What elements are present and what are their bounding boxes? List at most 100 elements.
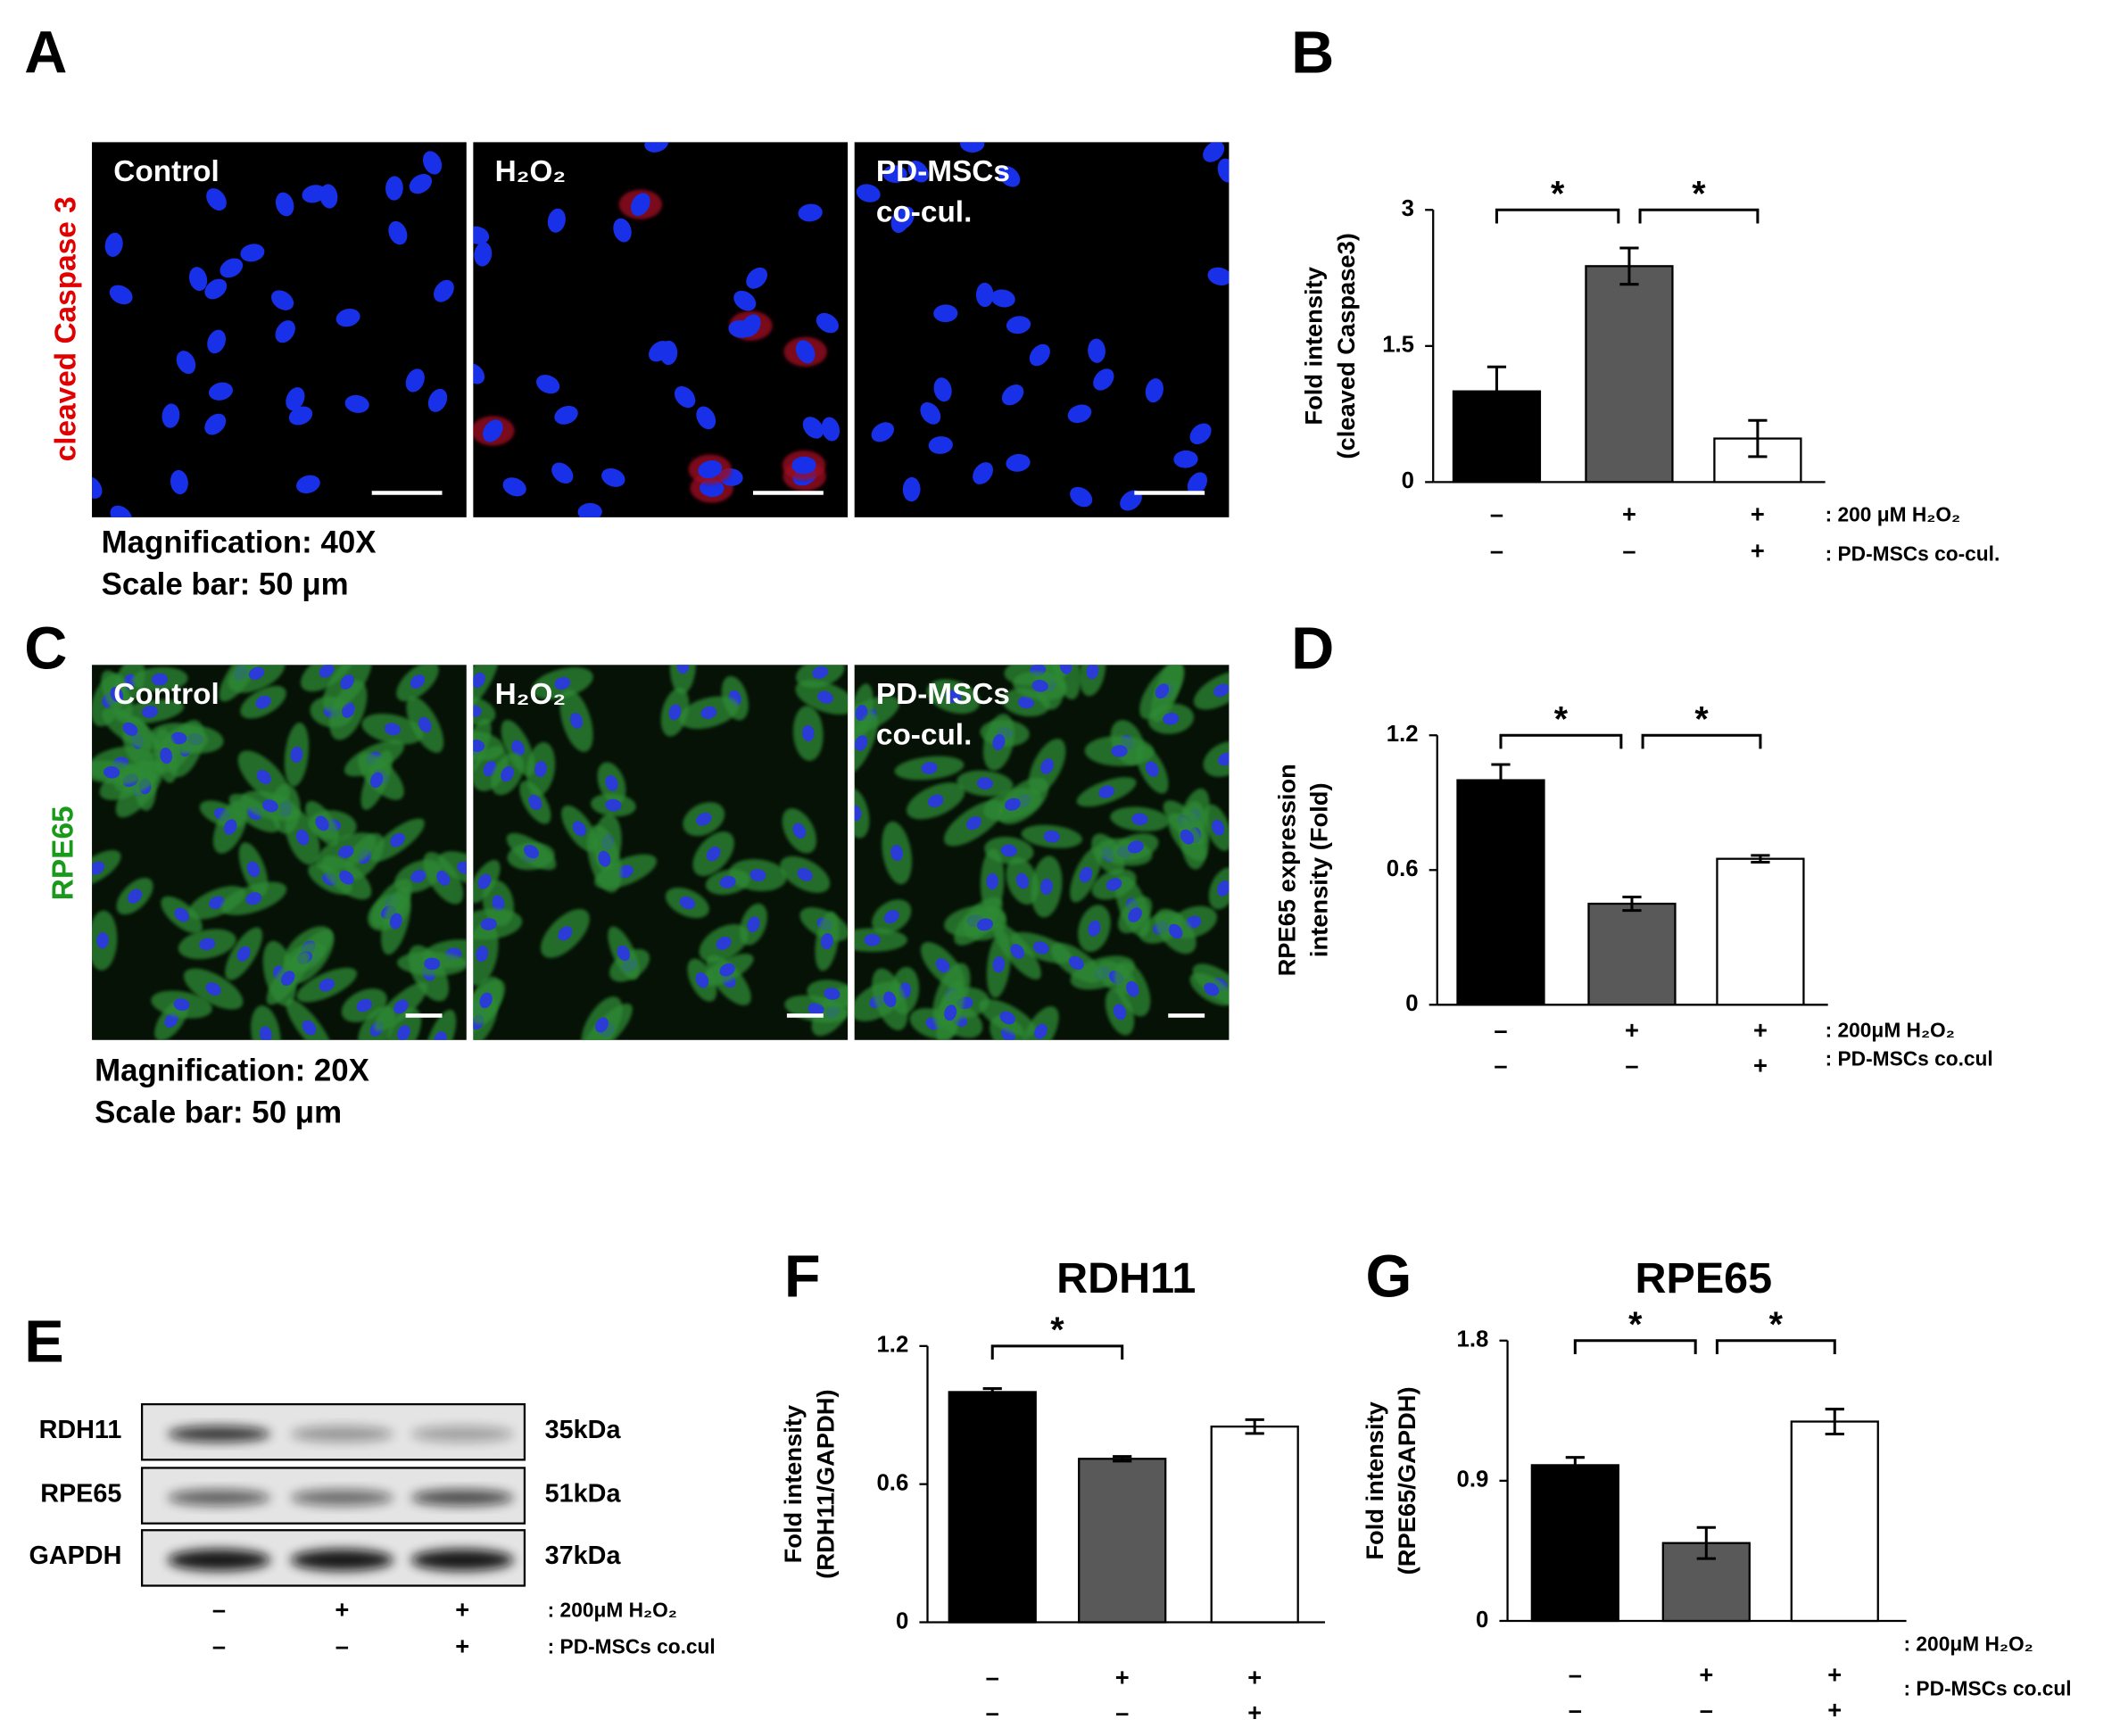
nucleus — [424, 957, 441, 971]
nucleus — [385, 176, 403, 201]
y-tick-label: 1.8 — [1457, 1327, 1489, 1352]
y-tick-label: 0 — [1405, 991, 1418, 1016]
nucleus — [659, 340, 678, 366]
error-bar — [1622, 895, 1642, 913]
nucleus — [110, 686, 124, 703]
nucleus — [473, 740, 485, 752]
nucleus — [668, 704, 682, 721]
nucleus — [1189, 423, 1212, 445]
treatment-sign: + — [335, 1596, 349, 1624]
nucleus — [473, 363, 485, 384]
nucleus — [1067, 404, 1092, 424]
nucleus — [92, 476, 103, 499]
treatment-sign: + — [1115, 1663, 1130, 1691]
error-bar — [1825, 1408, 1844, 1436]
nucleus — [1088, 920, 1101, 937]
nucleus — [944, 1004, 957, 1021]
nucleus — [1155, 683, 1170, 699]
y-tick-label: 0.6 — [876, 1470, 908, 1495]
nucleus — [1006, 453, 1031, 472]
nucleus — [547, 208, 566, 233]
nucleus — [369, 772, 384, 789]
nucleus — [1006, 316, 1031, 335]
bar — [1210, 1426, 1299, 1624]
blot-band — [167, 1489, 271, 1506]
nucleus — [973, 462, 993, 484]
nucleus — [605, 798, 622, 812]
nucleus — [795, 340, 816, 364]
nucleus — [696, 406, 716, 430]
nucleus — [483, 419, 503, 442]
micrograph — [854, 142, 1230, 517]
nucleus — [1029, 343, 1050, 367]
nucleus — [935, 958, 950, 973]
nucleus — [1031, 680, 1048, 692]
condition-label: H₂O₂ — [495, 155, 567, 188]
significance-label: * — [1554, 699, 1569, 739]
bar — [1456, 779, 1545, 1006]
size-label: 37kDa — [545, 1542, 622, 1570]
treatment-sign: – — [1625, 1051, 1638, 1079]
nucleus — [337, 845, 354, 859]
bar — [1530, 1464, 1619, 1623]
blot-band — [290, 1549, 393, 1571]
nucleus — [261, 799, 278, 813]
nucleus — [296, 475, 320, 494]
treatment-label: : 200μM H₂O₂ — [1826, 1019, 1955, 1042]
treatment-label: : PD-MSCs co.cul — [548, 1634, 716, 1657]
panel-letter: F — [784, 1244, 821, 1310]
nucleus — [1126, 980, 1139, 997]
nucleus — [986, 872, 998, 890]
treatment-sign: + — [1247, 1663, 1262, 1691]
nucleus — [1086, 665, 1099, 680]
bar — [1587, 902, 1677, 1006]
nucleus — [1145, 761, 1159, 777]
nucleus — [601, 467, 625, 487]
nucleus — [170, 469, 188, 495]
nucleus — [275, 320, 295, 343]
condition-label: PD-MSCs — [876, 155, 1010, 188]
nucleus — [927, 794, 944, 808]
bar — [948, 1391, 1037, 1624]
nucleus — [1040, 878, 1053, 895]
nucleus — [965, 816, 981, 831]
error-bar — [1486, 365, 1507, 417]
significance-label: * — [1628, 1305, 1643, 1344]
nucleus — [728, 319, 753, 338]
nucleus — [1059, 665, 1072, 674]
nucleus — [644, 142, 669, 153]
nucleus — [998, 166, 1021, 187]
nucleus — [259, 1026, 272, 1040]
y-axis-label: (cleaved Caspase3) — [1332, 233, 1360, 459]
nucleus — [551, 462, 574, 484]
nucleus — [1131, 813, 1148, 826]
treatment-sign: + — [1751, 500, 1765, 528]
nucleus — [128, 889, 143, 904]
nucleus — [319, 978, 335, 992]
nucleus — [96, 932, 109, 949]
nucleus — [104, 765, 120, 779]
significance-bracket — [1638, 208, 1760, 224]
nucleus — [854, 735, 868, 751]
nucleus — [890, 209, 910, 234]
condition-label: co-cul. — [876, 196, 972, 229]
y-tick-label: 0.6 — [1387, 856, 1419, 881]
y-tick-label: 1.2 — [1387, 722, 1419, 747]
nucleus — [920, 401, 941, 425]
caption: Scale bar: 50 μm — [102, 566, 349, 601]
nucleus — [473, 226, 490, 244]
error-bar — [1619, 246, 1639, 286]
micrograph — [473, 142, 849, 517]
treatment-label: : PD-MSCs co.cul — [1904, 1676, 2072, 1699]
y-axis-label: Fold intensity — [779, 1404, 807, 1563]
nucleus — [1120, 490, 1142, 511]
treatment-sign: + — [455, 1596, 469, 1624]
error-bar — [1751, 854, 1770, 864]
nucleus — [245, 892, 262, 905]
nucleus — [255, 695, 271, 709]
nucleus — [110, 505, 132, 517]
treatment-label: : PD-MSCs co-cul. — [1826, 541, 2000, 565]
treatment-sign: + — [1827, 1660, 1842, 1688]
nucleus — [595, 1017, 609, 1033]
nucleus — [209, 382, 233, 401]
